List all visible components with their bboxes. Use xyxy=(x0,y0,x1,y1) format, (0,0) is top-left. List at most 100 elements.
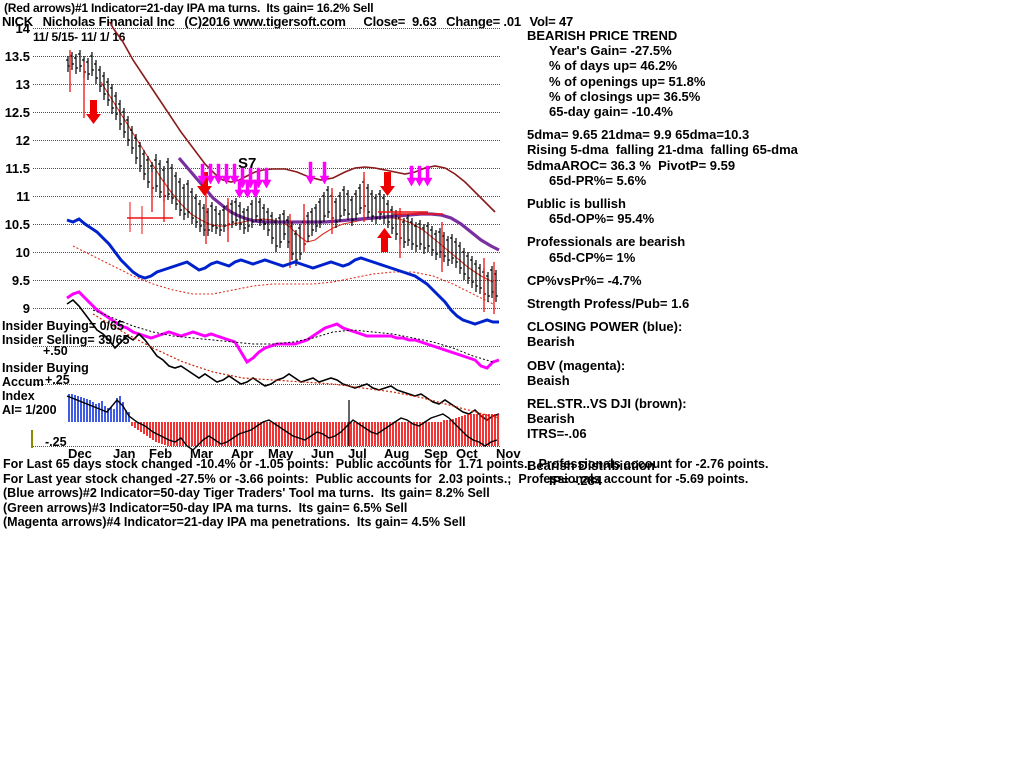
obv-ma-dotted-line xyxy=(92,309,494,363)
dma-values: 5dma= 9.65 21dma= 9.9 65dma=10.3 xyxy=(527,127,750,143)
gridline xyxy=(33,384,500,385)
red-down-arrow xyxy=(380,172,395,196)
closings-up: % of closings up= 36.5% xyxy=(549,88,701,104)
magenta-down-arrow xyxy=(422,165,433,187)
x-tick-jul: Jul xyxy=(348,446,367,461)
y-tick-10: 10 xyxy=(15,245,30,260)
y-tick-11: 11 xyxy=(16,189,30,204)
magenta-down-arrow xyxy=(229,163,240,185)
gridline xyxy=(33,308,500,309)
relstr-black-line xyxy=(66,298,500,421)
relstr-red-dotted-line xyxy=(92,313,500,419)
x-tick-aug: Aug xyxy=(384,446,410,461)
gridline xyxy=(33,56,500,57)
gridline xyxy=(33,84,500,85)
red-down-arrow xyxy=(197,172,212,196)
magenta-down-arrow xyxy=(319,161,330,185)
accum-ai-ratio: AI= 1/200 xyxy=(2,403,57,417)
gridline xyxy=(33,28,500,29)
y-tick-14: 14 xyxy=(15,21,30,36)
red-signal-bars xyxy=(69,50,495,314)
y-tick-9p5: 9.5 xyxy=(11,273,30,288)
indicator-4-line: (Magenta arrows)#4 Indicator=21-day IPA … xyxy=(3,515,466,530)
ma21-purple-line xyxy=(177,156,500,252)
signal-arrows xyxy=(86,100,433,252)
relstr-state: Bearish xyxy=(527,411,575,427)
gridline xyxy=(33,280,500,281)
dma-trend: Rising 5-dma falling 21-dma falling 65-d… xyxy=(527,142,798,158)
days-up: % of days up= 46.2% xyxy=(549,58,678,74)
axis-tick-mark xyxy=(31,430,33,448)
magenta-down-arrow xyxy=(406,165,417,187)
magenta-down-arrow xyxy=(197,163,208,185)
x-tick-mar: Mar xyxy=(190,446,214,461)
relstr-title: REL.STR..VS DJI (brown): xyxy=(527,396,687,412)
x-tick-oct: Oct xyxy=(456,446,478,461)
strength-ratio: Strength Profess/Pub= 1.6 xyxy=(527,296,690,312)
chart-date-range: 11/ 5/15- 11/ 1/ 16 xyxy=(33,30,126,44)
insider-selling-count: Insider Selling= 39/65 xyxy=(2,333,130,347)
indicator-2-line: (Blue arrows)#2 Indicator=50-day Tiger T… xyxy=(3,486,490,501)
ma65-brown-line xyxy=(109,22,496,213)
analysis-info-panel: BEARISH PRICE TREND Year's Gain= -27.5% … xyxy=(527,28,887,488)
y-tick-plus-50: +.50 xyxy=(43,344,68,358)
y-tick-plus-25: +.25 xyxy=(45,373,70,387)
cp-vs-pr: CP%vsPr%= -4.7% xyxy=(527,272,642,288)
closing-power-blue-line xyxy=(66,217,499,326)
ohlc-price-bars xyxy=(66,50,498,302)
red-down-arrow xyxy=(86,100,101,124)
x-tick-jan: Jan xyxy=(113,446,136,461)
quote-header-row: NICK Nicholas Financial Inc (C)2016 www.… xyxy=(2,14,573,29)
obv-title: OBV (magenta): xyxy=(527,357,626,373)
professional-sentiment: Professionals are bearish xyxy=(527,234,686,250)
volume-value: Vol= 47 xyxy=(529,14,574,29)
y-tick-10p5: 10.5 xyxy=(4,217,30,232)
gridline xyxy=(33,196,500,197)
magenta-down-arrow xyxy=(305,161,316,185)
ip-value: IP= -.284 xyxy=(549,472,603,488)
indicator-3-line: (Green arrows)#3 Indicator=50-day IPA ma… xyxy=(3,500,408,515)
gain-65day: 65-day gain= -10.4% xyxy=(549,104,673,120)
distribution-state: Bearish Distribiution xyxy=(527,457,655,473)
x-tick-feb: Feb xyxy=(149,446,173,461)
closing-power-state: Bearish xyxy=(527,334,575,350)
accum-title-line2: Accum xyxy=(2,375,44,389)
trend-title: BEARISH PRICE TREND xyxy=(527,28,678,43)
pr-65day: 65d-PR%= 5.6% xyxy=(549,172,647,188)
magenta-down-arrow xyxy=(234,179,245,199)
magenta-down-arrow xyxy=(205,163,216,185)
x-tick-dec: Dec xyxy=(68,446,92,461)
magenta-down-arrow xyxy=(213,163,224,185)
summary-last-year: For Last year stock changed -27.5% or -3… xyxy=(3,471,749,486)
gridline xyxy=(33,224,500,225)
price-chart[interactable]: 14 13.5 13 12.5 12 11.5 11 10.5 10 9.5 9 xyxy=(0,21,521,461)
y-tick-12: 12 xyxy=(15,133,30,148)
y-tick-11p5: 11.5 xyxy=(5,161,30,176)
y-tick-9: 9 xyxy=(22,301,30,316)
gridline xyxy=(33,446,500,447)
magenta-down-arrow xyxy=(261,167,272,189)
aroc-pivot: 5dmaAROC= 36.3 % PivotP= 9.59 xyxy=(527,157,736,173)
red-crossbars xyxy=(127,211,443,219)
x-tick-nov: Nov xyxy=(496,446,521,461)
summary-65-days: For Last 65 days stock changed -10.4% or… xyxy=(3,457,769,471)
red-up-arrow xyxy=(377,228,392,252)
ma-thin-red-lower xyxy=(72,245,494,305)
x-tick-jun: Jun xyxy=(311,446,335,461)
indicator-1-header: (Red arrows)#1 Indicator=21-day IPA ma t… xyxy=(4,1,374,15)
magenta-down-arrow xyxy=(414,165,425,187)
ticker-symbol: NICK xyxy=(2,14,33,29)
copyright-notice: (C)2016 www.tigersoft.com xyxy=(184,14,346,29)
insider-buying-count: Insider Buying= 0/65 xyxy=(2,319,124,333)
close-price: Close= 9.63 xyxy=(363,14,437,29)
accum-index-line xyxy=(66,395,498,451)
gridline xyxy=(33,252,500,253)
gridline xyxy=(33,140,500,141)
gridline xyxy=(33,112,500,113)
chart-canvas[interactable]: S7 xyxy=(33,22,500,452)
closing-power-title: CLOSING POWER (blue): xyxy=(527,319,683,335)
summary-text-block: For Last 65 days stock changed -10.4% or… xyxy=(3,457,1013,530)
op-65day: 65d-OP%= 95.4% xyxy=(549,211,655,227)
x-tick-apr: Apr xyxy=(231,446,254,461)
y-tick-13p5: 13.5 xyxy=(4,49,30,64)
